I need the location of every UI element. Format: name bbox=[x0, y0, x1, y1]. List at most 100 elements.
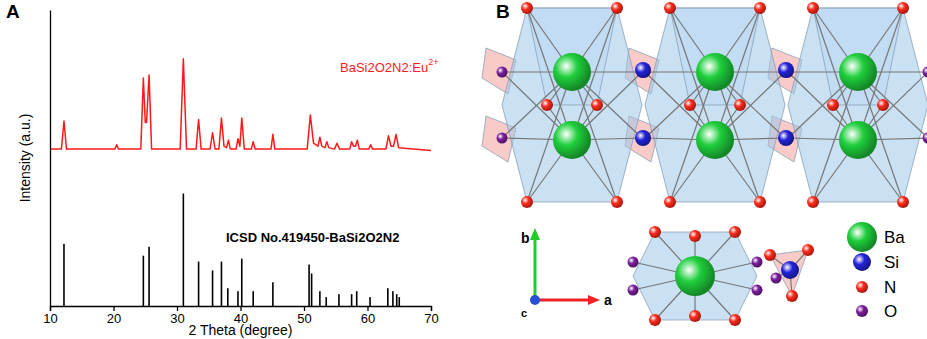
atom bbox=[664, 196, 676, 208]
legend-swatch bbox=[856, 305, 868, 317]
atom bbox=[521, 2, 533, 14]
x-tick: 50 bbox=[297, 306, 311, 326]
stick bbox=[325, 297, 327, 306]
polyhedron-face bbox=[527, 8, 617, 105]
atom bbox=[781, 261, 799, 279]
arrow-head bbox=[588, 295, 600, 305]
y-axis-line bbox=[50, 11, 51, 307]
atom bbox=[611, 196, 623, 208]
stick bbox=[338, 294, 340, 306]
legend-swatch bbox=[847, 222, 877, 252]
atom bbox=[541, 99, 553, 111]
x-tick: 60 bbox=[361, 306, 375, 326]
atom bbox=[497, 67, 508, 78]
y-axis-title: Intensity (a.u.) bbox=[17, 114, 33, 203]
atom bbox=[628, 285, 639, 296]
polyhedron-face bbox=[813, 8, 903, 105]
atom bbox=[611, 2, 623, 14]
atom bbox=[521, 196, 533, 208]
atom bbox=[778, 130, 794, 146]
tetrahedron bbox=[770, 250, 808, 296]
stick bbox=[398, 297, 400, 306]
atom bbox=[696, 53, 734, 91]
polyhedron-face bbox=[670, 8, 760, 105]
polyhedron bbox=[633, 232, 757, 320]
series-label: ICSD No.419450-BaSi2O2N2 bbox=[226, 230, 399, 245]
atom bbox=[729, 226, 741, 238]
stick bbox=[387, 288, 389, 306]
legend-swatch bbox=[856, 281, 868, 293]
structure bbox=[482, 2, 927, 326]
x-tick: 20 bbox=[107, 306, 121, 326]
atom bbox=[923, 133, 927, 144]
atom bbox=[553, 121, 591, 159]
atom bbox=[649, 226, 661, 238]
atom bbox=[649, 314, 661, 326]
atom bbox=[664, 2, 676, 14]
axis-arrow bbox=[535, 299, 590, 302]
atom bbox=[923, 67, 927, 78]
stick bbox=[392, 291, 394, 306]
panel-label: B bbox=[496, 1, 510, 22]
x-tick-label: 60 bbox=[361, 311, 375, 326]
x-tick-label: 30 bbox=[170, 311, 184, 326]
x-tick-label: 70 bbox=[424, 311, 438, 326]
stick bbox=[63, 244, 65, 306]
axis-label: b bbox=[521, 230, 530, 246]
stick bbox=[351, 294, 353, 306]
atom bbox=[897, 2, 909, 14]
stick bbox=[356, 291, 358, 306]
polyhedron bbox=[788, 8, 927, 202]
y-axis bbox=[50, 11, 51, 307]
x-tick: 10 bbox=[43, 306, 57, 326]
stick bbox=[241, 259, 243, 306]
atom bbox=[591, 99, 603, 111]
atom bbox=[897, 196, 909, 208]
atom bbox=[877, 99, 889, 111]
atom bbox=[754, 196, 766, 208]
series-label: BaSi2O2N2:Eu2+ bbox=[340, 57, 438, 75]
legend-label: Ba bbox=[884, 228, 905, 247]
atom bbox=[675, 256, 715, 296]
panel-label: A bbox=[6, 1, 20, 22]
atom bbox=[684, 99, 696, 111]
stick bbox=[396, 294, 398, 306]
axis-arrow bbox=[534, 238, 537, 300]
atom bbox=[752, 257, 763, 268]
atom bbox=[839, 53, 877, 91]
x-tick-label: 50 bbox=[297, 311, 311, 326]
atom bbox=[689, 230, 701, 242]
stick bbox=[319, 291, 321, 306]
stick bbox=[272, 282, 274, 306]
axis-label: a bbox=[604, 292, 612, 308]
atom bbox=[827, 99, 839, 111]
atom bbox=[689, 310, 701, 322]
x-tick: 70 bbox=[424, 306, 438, 326]
stick bbox=[252, 291, 254, 306]
legend-label: N bbox=[884, 278, 896, 297]
plot-marks bbox=[50, 59, 431, 306]
atom bbox=[778, 62, 794, 78]
polyhedron bbox=[645, 8, 785, 202]
stick bbox=[221, 262, 223, 306]
atom bbox=[553, 53, 591, 91]
atom bbox=[786, 290, 798, 302]
axis-label: c bbox=[521, 307, 527, 319]
atom bbox=[764, 249, 776, 261]
atom bbox=[729, 314, 741, 326]
axis-origin bbox=[530, 295, 540, 305]
stick bbox=[369, 297, 371, 306]
stick bbox=[212, 270, 214, 306]
x-tick-label: 10 bbox=[43, 311, 57, 326]
stick bbox=[148, 247, 150, 306]
stick bbox=[183, 194, 185, 306]
atom bbox=[635, 130, 651, 146]
atom bbox=[807, 2, 819, 14]
stick bbox=[237, 291, 239, 306]
pattern-line bbox=[50, 59, 431, 151]
atom bbox=[497, 133, 508, 144]
atom bbox=[839, 121, 877, 159]
legend-label: O bbox=[884, 302, 897, 321]
atom bbox=[696, 121, 734, 159]
x-axis-title: 2 Theta (degree) bbox=[188, 322, 292, 338]
